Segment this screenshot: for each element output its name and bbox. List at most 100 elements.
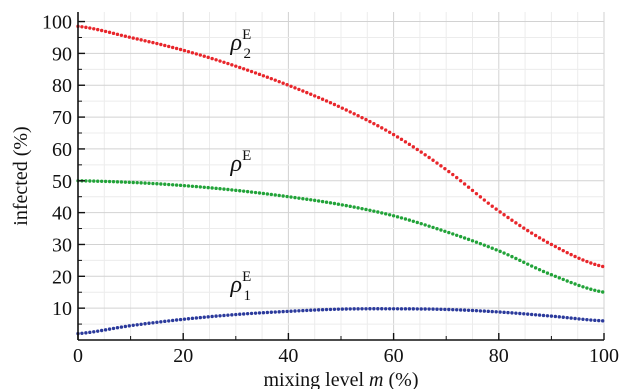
data-point: [289, 84, 293, 88]
data-point: [198, 315, 202, 320]
data-point: [443, 166, 447, 171]
series-label-3: ρE 1: [230, 269, 252, 304]
data-point: [309, 92, 313, 96]
data-point: [380, 211, 384, 215]
data-point: [253, 71, 258, 75]
data-point: [597, 263, 601, 268]
data-point: [541, 269, 546, 274]
data-point: [170, 318, 175, 323]
data-point: [529, 231, 534, 235]
data-point: [368, 119, 372, 124]
data-point: [194, 184, 199, 189]
data-point: [139, 181, 143, 185]
data-point: [458, 308, 463, 312]
data-point: [561, 315, 565, 319]
data-point: [344, 108, 348, 112]
data-point: [372, 121, 376, 126]
data-point: [423, 307, 427, 311]
x-tick-label: 20: [173, 345, 193, 367]
data-point: [257, 191, 262, 195]
data-point: [289, 309, 293, 313]
data-point: [182, 317, 187, 321]
data-point: [486, 244, 490, 249]
data-point: [348, 204, 352, 209]
data-point: [198, 53, 202, 57]
data-point: [234, 188, 238, 193]
data-point: [245, 189, 250, 194]
x-tick-label: 100: [589, 345, 619, 367]
data-point: [277, 310, 281, 314]
data-point: [210, 314, 214, 319]
data-point: [526, 228, 530, 233]
data-point: [115, 326, 120, 330]
x-axis-title: mixing level m (%): [264, 369, 419, 389]
data-point: [147, 181, 151, 185]
data-point: [320, 308, 325, 312]
data-point: [384, 212, 388, 216]
data-point: [526, 262, 530, 266]
data-point: [581, 317, 585, 321]
data-point: [210, 186, 214, 190]
data-point: [261, 191, 266, 196]
data-point: [92, 27, 96, 31]
data-point: [340, 307, 345, 311]
data-point: [573, 254, 577, 259]
data-point: [522, 260, 526, 264]
data-point: [135, 37, 139, 41]
data-point: [462, 182, 467, 186]
data-point: [269, 76, 274, 81]
data-point: [494, 248, 498, 252]
data-point: [265, 310, 270, 315]
data-point: [356, 113, 360, 118]
data-point: [139, 322, 143, 326]
data-point: [202, 185, 206, 189]
data-point: [143, 181, 147, 185]
data-point: [553, 244, 558, 249]
data-point: [285, 194, 289, 199]
data-point: [585, 317, 589, 322]
data-point: [159, 182, 163, 186]
data-point: [399, 307, 404, 311]
data-point: [403, 307, 408, 311]
data-point: [443, 307, 447, 312]
data-point: [427, 307, 431, 311]
data-point: [163, 182, 167, 186]
data-point: [427, 155, 431, 160]
data-point: [427, 224, 431, 228]
data-point: [96, 329, 100, 333]
data-point: [123, 324, 128, 329]
data-point: [174, 46, 179, 51]
data-point: [368, 208, 372, 212]
y-tick-label: 90: [52, 43, 72, 65]
data-point: [458, 179, 463, 183]
data-point: [99, 179, 104, 183]
data-point: [502, 213, 506, 217]
data-point: [139, 38, 143, 42]
data-point: [127, 35, 131, 39]
data-point: [273, 310, 277, 314]
data-point: [415, 307, 419, 311]
data-point: [194, 316, 199, 320]
data-point: [466, 185, 471, 189]
data-point: [557, 315, 561, 319]
data-point: [600, 290, 605, 294]
data-point: [407, 307, 412, 311]
data-point: [131, 180, 135, 185]
data-point: [439, 164, 443, 168]
data-point: [502, 310, 506, 315]
data-point: [407, 218, 412, 222]
data-point: [419, 150, 423, 154]
data-point: [522, 312, 526, 316]
data-point: [214, 314, 218, 318]
data-point: [218, 187, 222, 191]
data-point: [593, 318, 597, 323]
data-point: [360, 206, 364, 211]
x-tick-label: 60: [384, 345, 404, 367]
data-point: [478, 241, 483, 246]
data-point: [352, 307, 356, 311]
data-point: [305, 90, 309, 95]
data-point: [305, 308, 309, 313]
x-tick-label: 40: [278, 345, 298, 367]
data-point: [537, 267, 542, 272]
